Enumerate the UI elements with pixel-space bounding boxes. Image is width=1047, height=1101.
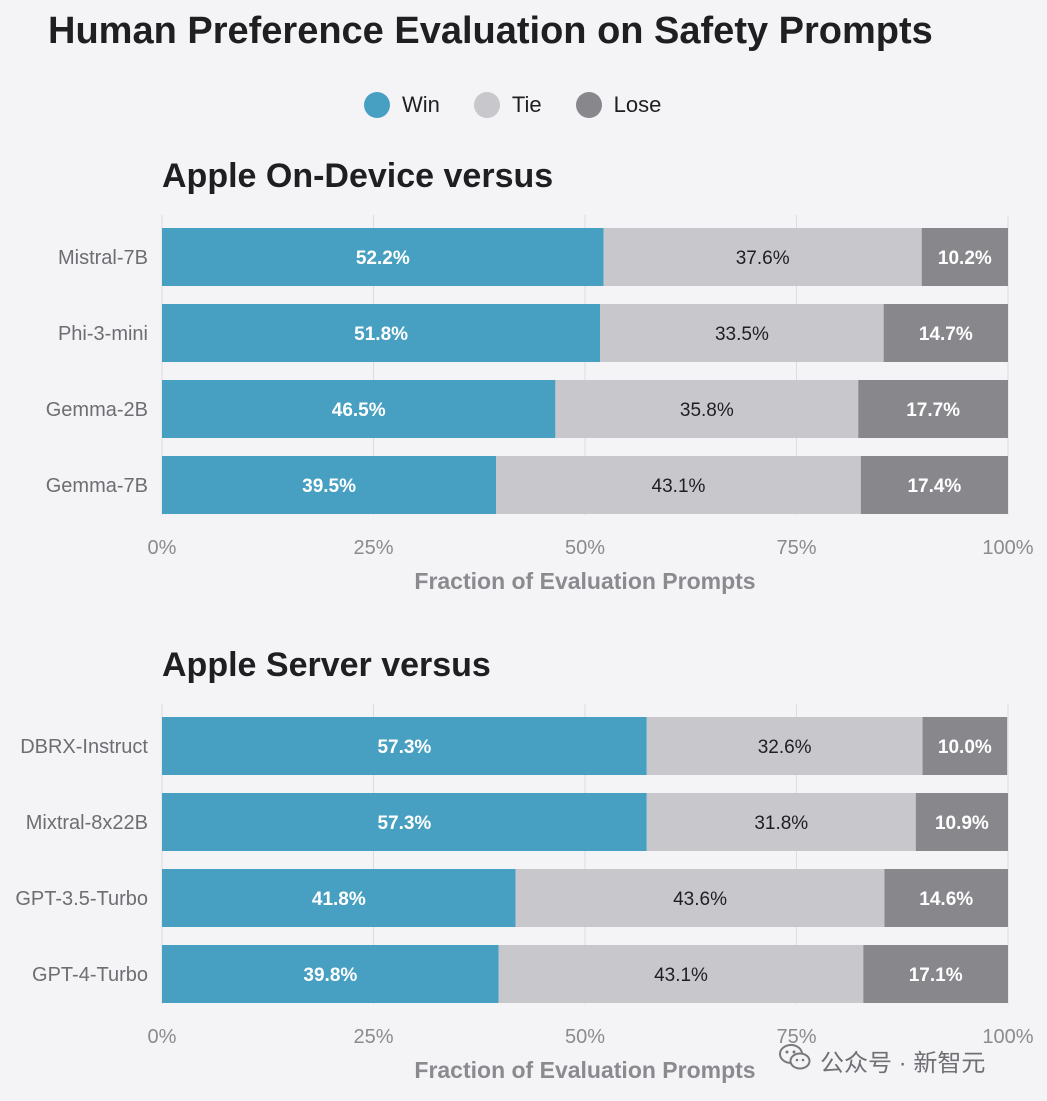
data-label: 57.3% [377,737,431,758]
data-label: 17.4% [907,476,961,497]
watermark-text: 公众号 · 新智元 [820,1049,986,1077]
bar-lose-mixtral-8x22b [915,793,1008,851]
category-label: Mistral-7B [58,247,148,269]
bar-lose-dbrx-instruct [922,717,1008,775]
x-tick-label: 75% [776,537,816,559]
bar-win-dbrx-instruct [162,717,647,775]
legend-swatch-win [364,92,390,118]
wechat-icon [778,1042,812,1079]
bar-tie-gemma-2b [555,380,859,438]
x-axis-label: Fraction of Evaluation Prompts [414,1057,755,1083]
watermark: 公众号 · 新智元 [778,1040,985,1080]
legend-label-win: Win [402,92,440,117]
bar-lose-gemma-7b [860,456,1008,514]
data-label: 10.9% [935,813,989,834]
data-label: 17.7% [906,400,960,421]
data-label: 31.8% [754,813,808,834]
bar-win-mixtral-8x22b [162,793,647,851]
legend-label-lose: Lose [613,92,662,117]
category-label: Phi-3-mini [58,323,148,345]
legend-swatch-lose [575,92,602,118]
x-tick-label: 100% [982,537,1033,559]
data-label: 39.8% [303,965,357,986]
data-label: 52.2% [356,248,410,269]
data-label: 10.0% [938,737,992,758]
bar-tie-mistral-7b [603,228,922,286]
legend: Win Tie Lose [364,88,695,122]
data-label: 46.5% [332,400,386,421]
data-label: 43.1% [652,476,706,497]
x-tick-label: 25% [353,1026,393,1048]
x-tick-label: 0% [148,1026,177,1048]
data-label: 41.8% [312,889,366,910]
bar-win-phi-3-mini [162,304,601,362]
data-label: 14.7% [919,324,973,345]
data-label: 17.1% [909,965,963,986]
data-label: 37.6% [736,248,790,269]
data-label: 32.6% [758,737,812,758]
x-axis-label: Fraction of Evaluation Prompts [414,568,755,594]
bar-lose-gemma-2b [858,380,1008,438]
category-label: GPT-4-Turbo [32,964,148,986]
bar-lose-gpt-3-5-turbo [884,869,1008,927]
data-label: 57.3% [377,813,431,834]
panel-title: Apple Server versus [162,646,491,684]
legend-item-lose: Lose [575,92,662,118]
bar-tie-phi-3-mini [600,304,884,362]
legend-item-tie: Tie [473,92,542,118]
legend-item-win: Win [364,92,440,118]
data-label: 39.5% [302,476,356,497]
chart-title: Human Preference Evaluation on Safety Pr… [48,10,933,52]
bar-tie-gpt-3-5-turbo [515,869,885,927]
category-label: GPT-3.5-Turbo [15,888,148,910]
x-tick-label: 25% [353,537,393,559]
bar-tie-mixtral-8x22b [646,793,916,851]
x-tick-label: 0% [148,537,177,559]
bar-lose-phi-3-mini [883,304,1008,362]
x-tick-label: 50% [565,537,605,559]
bar-win-gpt-4-turbo [162,945,499,1003]
x-tick-label: 100% [982,1026,1033,1048]
bar-lose-gpt-4-turbo [863,945,1008,1003]
bar-tie-gpt-4-turbo [498,945,864,1003]
data-label: 33.5% [715,324,769,345]
data-label: 14.6% [919,889,973,910]
data-label: 35.8% [680,400,734,421]
category-label: Gemma-2B [46,399,148,421]
category-label: DBRX-Instruct [20,736,148,758]
x-tick-label: 50% [565,1026,605,1048]
legend-swatch-tie [473,92,500,118]
bar-win-mistral-7b [162,228,604,286]
data-label: 10.2% [938,248,992,269]
x-tick-label: 75% [776,1026,816,1048]
bar-tie-dbrx-instruct [646,717,923,775]
bar-win-gemma-7b [162,456,497,514]
data-label: 51.8% [354,324,408,345]
legend-label-tie: Tie [511,92,542,117]
bar-win-gpt-3-5-turbo [162,869,516,927]
category-label: Gemma-7B [46,475,148,497]
data-label: 43.6% [673,889,727,910]
bar-tie-gemma-7b [496,456,861,514]
category-label: Mixtral-8x22B [26,812,148,834]
bar-win-gemma-2b [162,380,556,438]
panel-title: Apple On-Device versus [162,157,553,195]
bar-lose-mistral-7b [921,228,1008,286]
data-label: 43.1% [654,965,708,986]
